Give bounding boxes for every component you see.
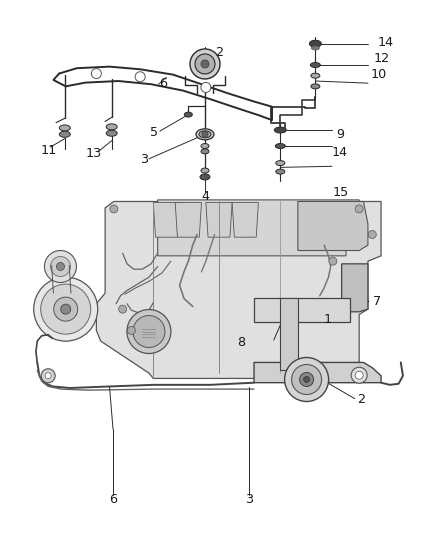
Circle shape [110,205,118,213]
Circle shape [201,60,209,68]
Ellipse shape [276,160,285,166]
Circle shape [304,376,310,383]
Ellipse shape [201,149,209,154]
Text: 3: 3 [245,494,253,506]
Ellipse shape [276,143,285,149]
Polygon shape [232,203,258,237]
Polygon shape [342,264,368,312]
Circle shape [202,131,208,138]
Circle shape [50,256,71,277]
Text: 2: 2 [215,46,223,59]
Text: 7: 7 [374,295,381,308]
Text: 3: 3 [141,154,148,166]
Ellipse shape [311,73,320,78]
Ellipse shape [311,62,320,68]
Ellipse shape [59,131,71,138]
Circle shape [44,251,77,282]
Polygon shape [153,203,180,237]
Ellipse shape [201,143,209,149]
Circle shape [329,257,337,265]
Circle shape [61,304,71,314]
Text: 11: 11 [41,144,57,157]
Text: 5: 5 [150,126,158,139]
Ellipse shape [311,46,319,50]
Circle shape [195,54,215,74]
Text: 13: 13 [86,147,102,160]
Circle shape [368,230,376,239]
Circle shape [45,373,51,379]
Text: 15: 15 [332,187,349,199]
Text: 2: 2 [357,393,365,406]
Circle shape [135,72,145,82]
Circle shape [92,69,101,78]
Polygon shape [206,203,232,237]
Circle shape [133,316,165,348]
Polygon shape [254,298,350,322]
Text: 6: 6 [159,77,167,90]
Ellipse shape [311,84,320,89]
Polygon shape [280,298,298,370]
Text: 4: 4 [201,190,209,203]
Ellipse shape [106,130,117,136]
Polygon shape [96,201,381,378]
Ellipse shape [200,174,210,180]
Text: 1: 1 [324,313,332,326]
Circle shape [300,373,314,386]
FancyBboxPatch shape [26,195,416,388]
Polygon shape [298,201,368,251]
Text: 8: 8 [237,336,245,349]
Circle shape [127,310,171,353]
Circle shape [355,371,363,379]
Ellipse shape [106,124,117,130]
Circle shape [119,305,127,313]
Ellipse shape [196,129,214,140]
Circle shape [285,358,328,401]
Circle shape [292,365,321,394]
Ellipse shape [274,127,286,133]
Circle shape [201,83,211,92]
Circle shape [34,277,98,341]
Circle shape [190,49,220,79]
Circle shape [41,284,91,334]
Circle shape [41,369,55,383]
Ellipse shape [199,131,211,138]
Ellipse shape [276,169,285,174]
Text: 14: 14 [332,146,348,159]
Ellipse shape [201,168,209,173]
Polygon shape [175,203,201,237]
Ellipse shape [184,112,192,117]
Polygon shape [254,362,381,383]
Circle shape [57,262,64,271]
Text: 9: 9 [336,128,344,141]
Ellipse shape [59,125,71,131]
Text: 10: 10 [371,68,387,80]
Circle shape [355,205,363,213]
Circle shape [127,326,135,335]
Polygon shape [158,200,359,256]
Circle shape [54,297,78,321]
Ellipse shape [309,40,321,47]
Text: 14: 14 [378,36,393,49]
Circle shape [351,367,367,383]
Text: 12: 12 [374,52,390,64]
Text: 6: 6 [109,494,117,506]
